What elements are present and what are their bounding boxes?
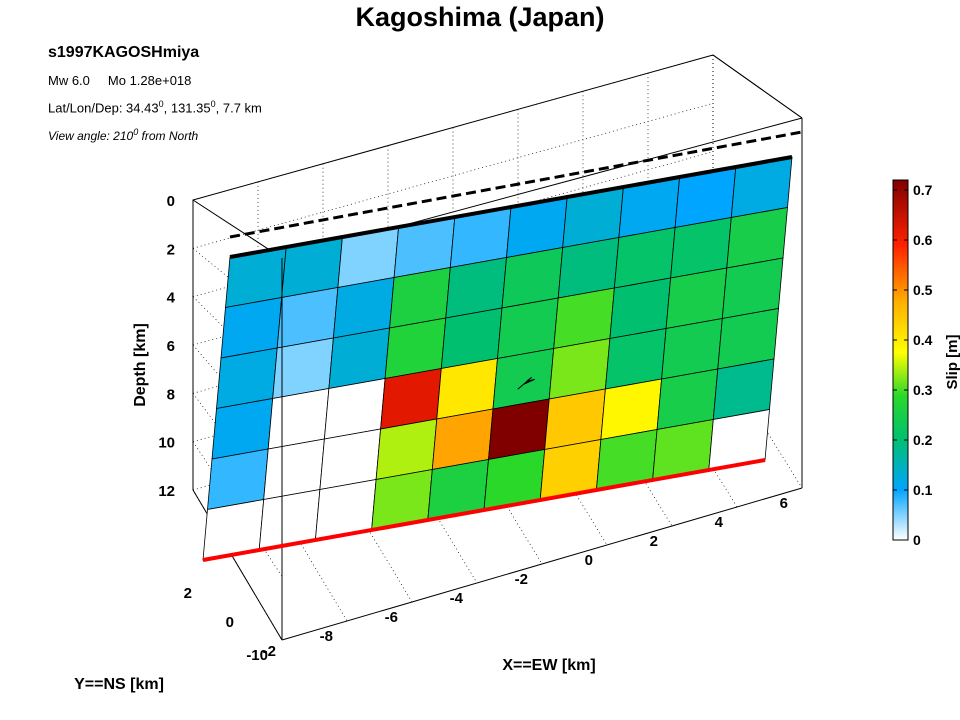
colorbar-label: Slip [m] [944, 334, 960, 389]
hypocenter-marker [517, 376, 535, 390]
location-info: Lat/Lon/Dep: 34.430, 131.350, 7.7 km [48, 99, 262, 115]
x-tick-label: -10 [246, 647, 268, 664]
fault-traces [202, 130, 803, 562]
lon-degree: 0 [210, 99, 216, 109]
colorbar-tick-label: 0 [913, 532, 921, 548]
tick-labels: 0 2 4 6 8 10 12 -10 -8 -6 -4 -2 0 2 4 6 2 0 -2 [158, 193, 788, 664]
x-tick-label: 6 [780, 495, 788, 512]
z-tick-label: 2 [167, 241, 175, 258]
z-tick-label: 12 [158, 483, 175, 500]
colorbar-tick-label: 0.3 [913, 382, 933, 398]
z-tick-label: 4 [167, 290, 176, 307]
x-axis-label: X==EW [km] [502, 657, 595, 674]
lat-text: Lat/Lon/Dep: 34.43 [48, 100, 159, 116]
box-front-bottom-edge [281, 487, 803, 641]
colorbar-tick-label: 0.7 [913, 182, 933, 198]
y-tick-label: 2 [184, 585, 192, 602]
event-id: s1997KAGOSHmiya [48, 44, 200, 61]
x-tick-label: -4 [450, 590, 464, 607]
x-tick-label: 2 [650, 533, 658, 550]
colorbar-ticks: 0 0.1 0.2 0.3 0.4 0.5 0.6 0.7 [893, 182, 933, 548]
fault-top-edge [229, 155, 793, 259]
colorbar-tick-label: 0.6 [913, 232, 933, 248]
view-angle-info: View angle: 2100 from North [48, 127, 198, 143]
mo-value: Mo 1.28e+018 [107, 73, 192, 88]
box-top-right-edge [712, 54, 803, 119]
view-suffix: from North [138, 129, 199, 143]
lat-degree: 0 [158, 99, 164, 109]
x-tick-label: -2 [515, 571, 528, 588]
view-text: View angle: 210 [48, 129, 134, 143]
surface-trace-dashed [229, 130, 803, 239]
colorbar-tick-label: 0.4 [913, 332, 933, 348]
colorbar-tick-label: 0.2 [913, 432, 933, 448]
axes-box-front [192, 54, 803, 641]
depth-text: , 7.7 km [215, 100, 262, 116]
z-tick-label: 8 [167, 386, 175, 403]
lon-text: , 131.35 [163, 100, 211, 116]
slip-cells [202, 156, 793, 561]
y-axis-label: Y==NS [km] [74, 676, 164, 693]
mw-value: Mw 6.0 [48, 73, 90, 88]
x-tick-label: 4 [715, 514, 724, 531]
colorbar-tick-label: 0.5 [913, 282, 933, 298]
z-tick-label: 10 [158, 435, 175, 452]
y-tick-label: 0 [226, 614, 234, 631]
view-degree: 0 [133, 127, 139, 137]
grid-side-line [192, 199, 283, 259]
colorbar: 0 0.1 0.2 0.3 0.4 0.5 0.6 0.7 Slip [m] [892, 179, 960, 548]
colorbar-tick-label: 0.1 [913, 482, 933, 498]
x-tick-label: -8 [320, 628, 333, 645]
z-tick-label: 0 [167, 193, 175, 210]
magnitude-info: Mw 6.0 Mo 1.28e+018 [48, 73, 191, 88]
z-tick-label: 6 [167, 338, 175, 355]
chart-title: Kagoshima (Japan) [355, 2, 605, 32]
colorbar-gradient [892, 179, 909, 541]
x-tick-label: -6 [385, 609, 398, 626]
z-axis-label: Depth [km] [132, 323, 149, 407]
x-tick-label: 0 [585, 552, 593, 569]
fault-bottom-edge [202, 458, 766, 562]
y-tick-label: -2 [263, 643, 276, 660]
